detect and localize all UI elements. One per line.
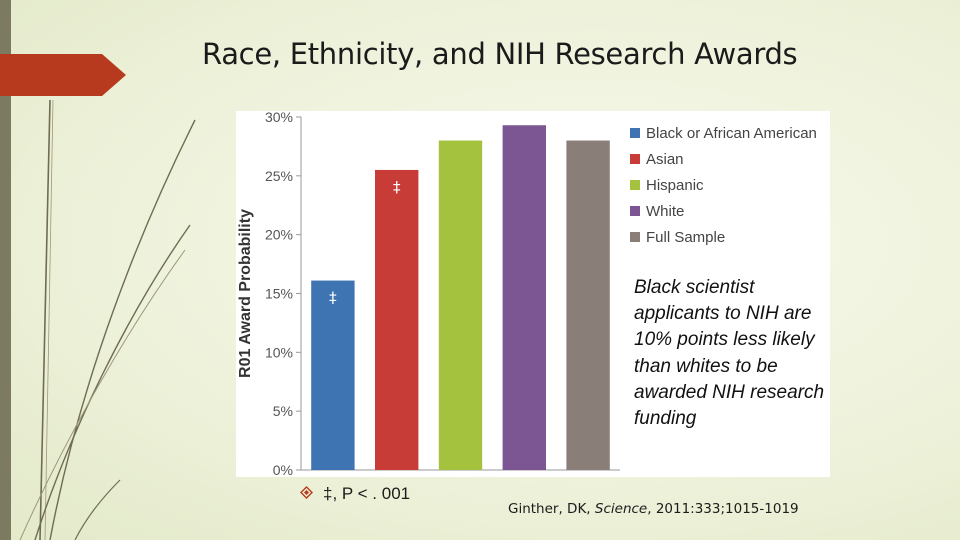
bar-significance-mark: ‡ — [329, 289, 337, 307]
citation-journal: Science — [594, 501, 648, 517]
y-tick-label: 15% — [265, 286, 293, 302]
footnote-text: ‡, P < . 001 — [323, 484, 411, 503]
legend-label: Full Sample — [646, 229, 725, 246]
citation-author: Ginther, DK, — [508, 501, 595, 517]
bar-significance-mark: ‡ — [393, 178, 401, 196]
callout-text: Black scientist applicants to NIH are 10… — [634, 277, 825, 430]
legend-swatch — [630, 128, 640, 138]
y-tick-label: 20% — [265, 227, 293, 243]
y-axis-label: R01 Award Probability — [237, 209, 254, 378]
diamond-bullet-icon — [300, 484, 313, 504]
y-tick-label: 25% — [265, 168, 293, 184]
y-tick-label: 10% — [265, 344, 293, 360]
legend-label: Asian — [646, 151, 684, 168]
bar — [502, 125, 546, 470]
bar — [311, 280, 355, 470]
bar — [375, 169, 419, 470]
bar — [566, 140, 610, 470]
legend-swatch — [630, 154, 640, 164]
legend-label: Black or African American — [646, 125, 817, 142]
citation: Ginther, DK, Science, 2011:333;1015-1019 — [508, 501, 799, 517]
citation-details: , 2011:333;1015-1019 — [647, 501, 799, 517]
chart-panel: 0% 5% 10% 15% 20% 25% 30% R01 Award Probability… — [236, 109, 830, 478]
y-tick-label: 5% — [273, 403, 293, 419]
bar-chart: 0% 5% 10% 15% 20% 25% 30% R01 Award Probability… — [237, 109, 817, 478]
sidebar-stripe — [0, 0, 11, 540]
legend-swatch — [630, 206, 640, 216]
y-tick-label: 30% — [265, 111, 293, 125]
footnote: ‡, P < . 001 — [300, 484, 410, 504]
arrow-tab-icon — [0, 54, 126, 96]
slide-title: Race, Ethnicity, and NIH Research Awards — [202, 37, 798, 71]
legend-swatch — [630, 232, 640, 242]
legend-swatch — [630, 180, 640, 190]
y-tick-label: 0% — [273, 462, 293, 477]
legend-label: White — [646, 203, 684, 220]
legend-label: Hispanic — [646, 177, 704, 194]
bar — [438, 140, 483, 470]
